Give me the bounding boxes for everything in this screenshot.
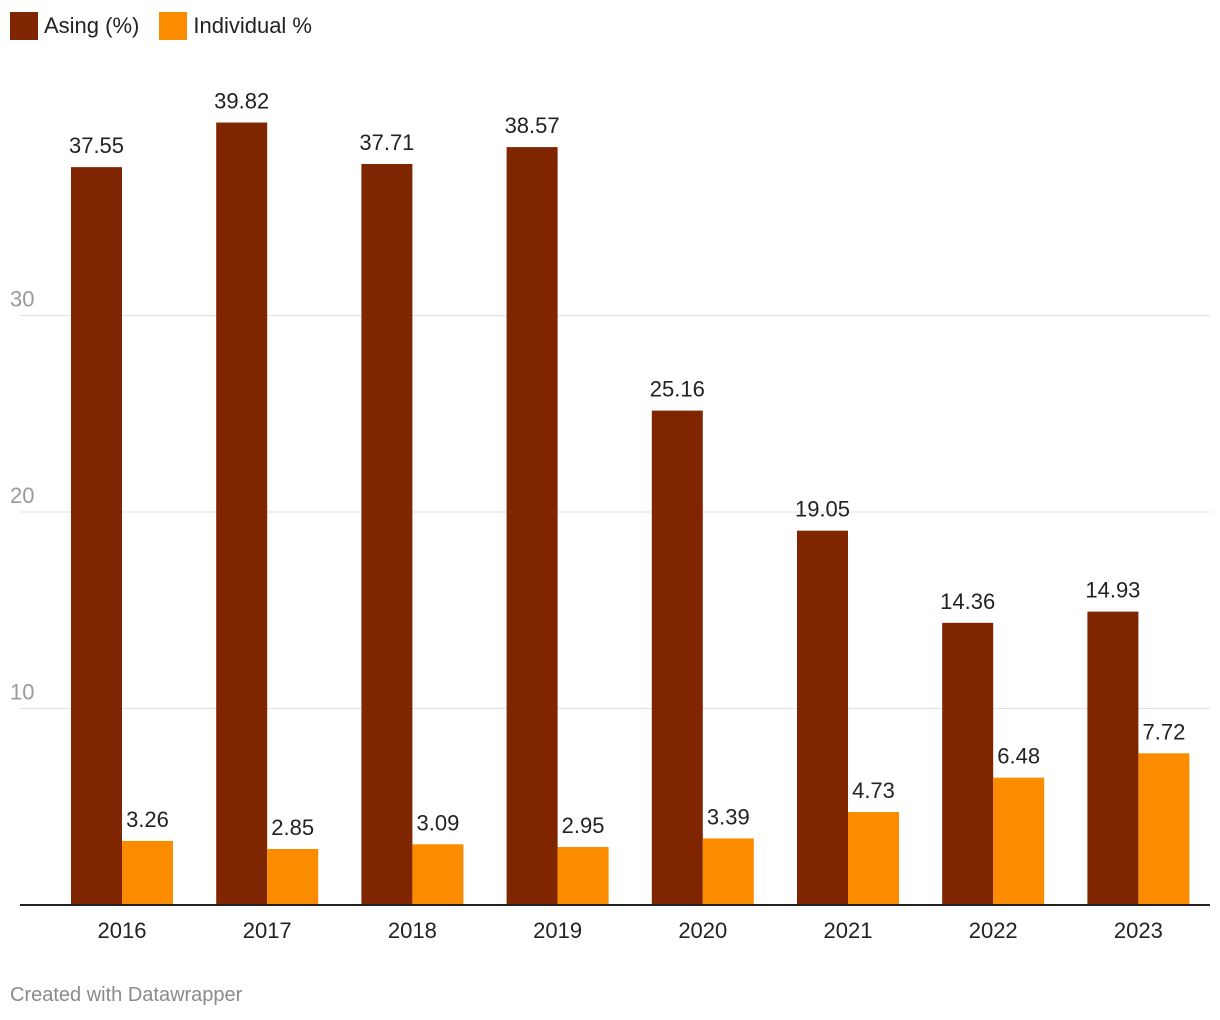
data-label-individual-2020: 3.39: [707, 804, 750, 829]
data-label-individual-2019: 2.95: [562, 813, 605, 838]
data-label-asing-2017: 39.82: [214, 89, 269, 114]
legend-swatch-individual: [159, 12, 188, 40]
y-tick-label-30: 30: [10, 287, 34, 312]
bar-individual-2016: [122, 840, 173, 905]
footer-credit: Created with Datawrapper: [10, 984, 243, 1006]
data-label-individual-2017: 2.85: [271, 815, 314, 840]
x-tick-label-2017: 2017: [243, 918, 292, 943]
data-label-asing-2016: 37.55: [69, 133, 124, 158]
legend-label-individual: Individual %: [193, 13, 312, 38]
bar-individual-2023: [1138, 753, 1190, 905]
data-label-individual-2021: 4.73: [852, 778, 895, 803]
legend-item-asing: Asing (%): [10, 12, 139, 40]
x-tick-label-2018: 2018: [388, 918, 437, 943]
legend-label-asing: Asing (%): [44, 13, 140, 38]
bar-asing-2016: [71, 167, 122, 905]
data-label-asing-2023: 14.93: [1085, 578, 1140, 603]
data-label-asing-2019: 38.57: [505, 113, 560, 138]
legend-swatch-asing: [10, 12, 38, 40]
bar-asing-2018: [361, 163, 413, 905]
bar-asing-2022: [942, 622, 994, 905]
x-tick-label-2023: 2023: [1114, 918, 1163, 943]
bar-individual-2017: [267, 848, 319, 905]
x-tick-label-2016: 2016: [98, 918, 147, 943]
x-tick-label-2022: 2022: [969, 918, 1018, 943]
data-label-asing-2020: 25.16: [650, 377, 705, 402]
bar-individual-2019: [557, 847, 609, 905]
x-tick-label-2019: 2019: [533, 918, 582, 943]
data-label-individual-2018: 3.09: [416, 810, 459, 835]
bar-individual-2022: [993, 777, 1045, 905]
bar-asing-2020: [651, 410, 703, 905]
legend-item-individual: Individual %: [159, 12, 312, 40]
bar-asing-2019: [506, 147, 558, 906]
bar-individual-2018: [412, 844, 464, 905]
chart-legend: Asing (%) Individual %: [10, 12, 312, 40]
x-tick-label-2021: 2021: [824, 918, 873, 943]
bar-asing-2017: [216, 122, 268, 906]
data-label-individual-2016: 3.26: [126, 807, 169, 832]
data-label-individual-2022: 6.48: [997, 744, 1040, 769]
data-label-individual-2023: 7.72: [1142, 719, 1185, 744]
bar-asing-2023: [1087, 611, 1139, 905]
data-label-asing-2022: 14.36: [940, 589, 995, 614]
bar-asing-2021: [797, 530, 848, 905]
y-tick-label-10: 10: [10, 680, 34, 705]
x-tick-label-2020: 2020: [678, 918, 727, 943]
data-label-asing-2018: 37.71: [359, 130, 414, 155]
y-tick-label-20: 20: [10, 483, 34, 508]
bar-individual-2020: [702, 838, 754, 905]
data-label-asing-2021: 19.05: [795, 497, 850, 522]
bar-individual-2021: [848, 812, 899, 905]
